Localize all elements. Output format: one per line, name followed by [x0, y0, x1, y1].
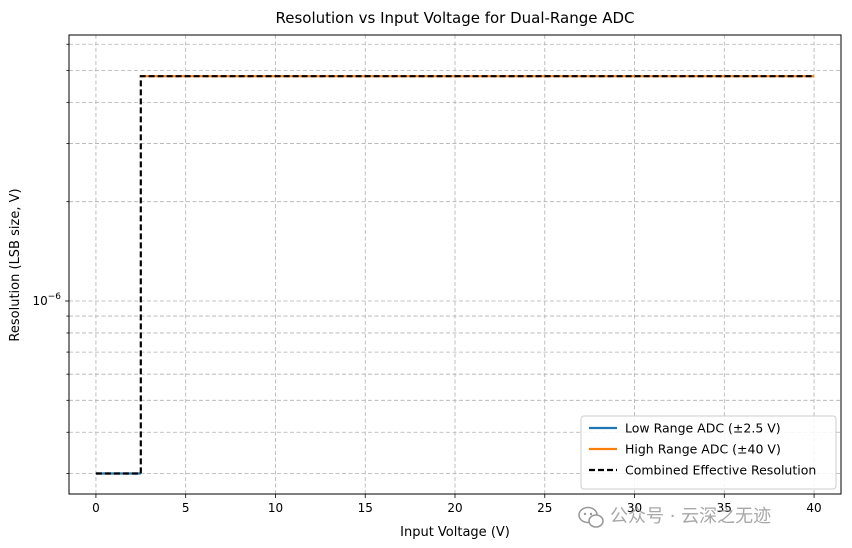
x-axis-label: Input Voltage (V)	[400, 525, 510, 540]
legend-label: Low Range ADC (±2.5 V)	[625, 421, 781, 436]
legend-label: Combined Effective Resolution	[625, 463, 816, 478]
y-axis: 10−6	[32, 43, 69, 474]
series-layer	[95, 75, 815, 475]
x-tick-label: 35	[717, 501, 732, 515]
legend: Low Range ADC (±2.5 V) High Range ADC (±4…	[580, 415, 837, 490]
chart-title: Resolution vs Input Voltage for Dual-Ran…	[275, 9, 634, 27]
grid	[69, 35, 841, 494]
x-axis: 0 5 10 15 20 25 30 35 40	[92, 494, 822, 515]
y-tick-label: 10−6	[32, 292, 61, 308]
x-tick-label: 15	[358, 501, 373, 515]
watermark: 公众号 · 云深之无迹	[578, 506, 771, 528]
x-tick-label: 10	[268, 501, 283, 515]
legend-box	[580, 415, 837, 490]
series-line-3	[95, 75, 815, 475]
x-tick-label: 0	[92, 501, 100, 515]
x-tick-label: 25	[537, 501, 552, 515]
x-tick-label: 20	[447, 501, 462, 515]
wechat-icon	[578, 506, 604, 528]
x-tick-label: 30	[627, 501, 642, 515]
y-axis-label: Resolution (LSB size, V)	[8, 188, 23, 341]
legend-label: High Range ADC (±40 V)	[625, 442, 781, 457]
x-tick-label: 5	[182, 501, 190, 515]
watermark-text: 公众号 · 云深之无迹	[610, 506, 771, 527]
x-tick-label: 40	[806, 501, 821, 515]
